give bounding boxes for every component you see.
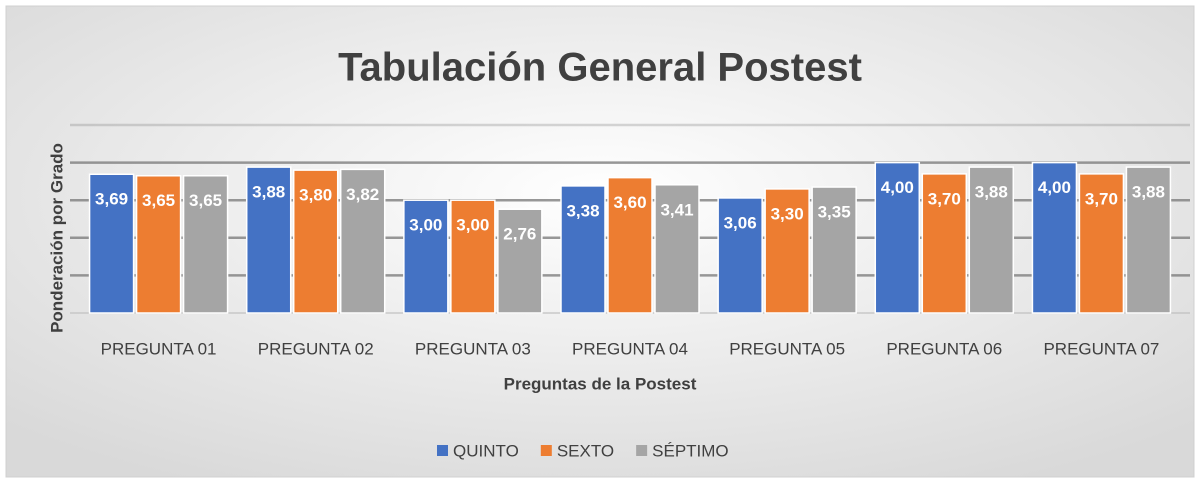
bar bbox=[135, 175, 182, 314]
bar bbox=[764, 188, 810, 314]
legend-label: SEXTO bbox=[557, 441, 614, 460]
bar bbox=[874, 161, 921, 314]
bar bbox=[497, 208, 543, 314]
value-label: 4,00 bbox=[1038, 178, 1071, 197]
value-label: 3,88 bbox=[1132, 183, 1165, 202]
x-tick-label: PREGUNTA 07 bbox=[1043, 339, 1159, 358]
value-label: 3,80 bbox=[299, 186, 332, 205]
bar bbox=[450, 199, 496, 314]
bar bbox=[921, 173, 968, 314]
value-label: 3,35 bbox=[818, 203, 851, 222]
value-label: 3,00 bbox=[409, 216, 442, 235]
value-label: 3,00 bbox=[456, 216, 489, 235]
value-label: 3,06 bbox=[724, 213, 757, 232]
bar bbox=[1125, 166, 1172, 314]
value-label: 3,60 bbox=[613, 193, 646, 212]
bar bbox=[811, 186, 857, 314]
bar bbox=[88, 173, 135, 314]
value-label: 3,41 bbox=[660, 200, 693, 219]
value-label: 3,88 bbox=[252, 183, 285, 202]
value-label: 3,88 bbox=[975, 183, 1008, 202]
legend-label: SÉPTIMO bbox=[652, 441, 729, 460]
value-label: 3,65 bbox=[189, 191, 222, 210]
bar bbox=[1031, 161, 1078, 314]
value-label: 3,30 bbox=[771, 204, 804, 223]
value-label: 3,65 bbox=[142, 191, 175, 210]
legend-swatch bbox=[540, 445, 552, 456]
x-axis-title: Preguntas de la Postest bbox=[504, 374, 697, 393]
bar bbox=[339, 168, 386, 314]
bar bbox=[717, 197, 763, 314]
value-label: 3,69 bbox=[95, 190, 128, 209]
bar bbox=[968, 166, 1015, 314]
bar bbox=[292, 169, 339, 314]
value-label: 3,38 bbox=[566, 201, 599, 220]
chart-title: Tabulación General Postest bbox=[338, 46, 862, 90]
bar bbox=[654, 184, 700, 314]
bar bbox=[182, 175, 229, 314]
x-tick-label: PREGUNTA 06 bbox=[886, 339, 1002, 358]
x-tick-label: PREGUNTA 02 bbox=[258, 339, 374, 358]
value-label: 3,70 bbox=[928, 189, 961, 208]
bar bbox=[245, 166, 292, 314]
legend-swatch bbox=[437, 445, 448, 456]
value-label: 3,82 bbox=[346, 185, 379, 204]
bar bbox=[403, 199, 449, 314]
value-label: 4,00 bbox=[881, 178, 914, 197]
bar bbox=[607, 176, 653, 314]
x-tick-label: PREGUNTA 05 bbox=[729, 339, 845, 358]
value-label: 2,76 bbox=[503, 225, 536, 244]
legend-swatch bbox=[636, 445, 648, 456]
x-tick-label: PREGUNTA 01 bbox=[101, 339, 217, 358]
x-tick-label: PREGUNTA 03 bbox=[415, 339, 531, 358]
value-label: 3,70 bbox=[1085, 189, 1118, 208]
y-axis-title: Ponderación por Grado bbox=[47, 143, 66, 333]
bar bbox=[1078, 173, 1125, 314]
bar bbox=[560, 185, 606, 314]
legend-label: QUINTO bbox=[453, 441, 519, 460]
x-tick-label: PREGUNTA 04 bbox=[572, 339, 688, 358]
